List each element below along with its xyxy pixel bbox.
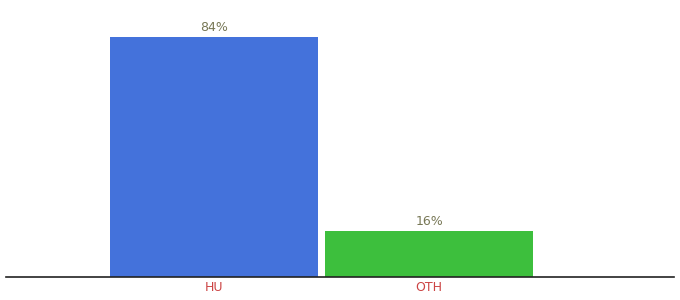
Bar <box>109 37 318 277</box>
Text: 84%: 84% <box>200 21 228 34</box>
Bar <box>325 231 533 277</box>
Text: 16%: 16% <box>415 215 443 228</box>
